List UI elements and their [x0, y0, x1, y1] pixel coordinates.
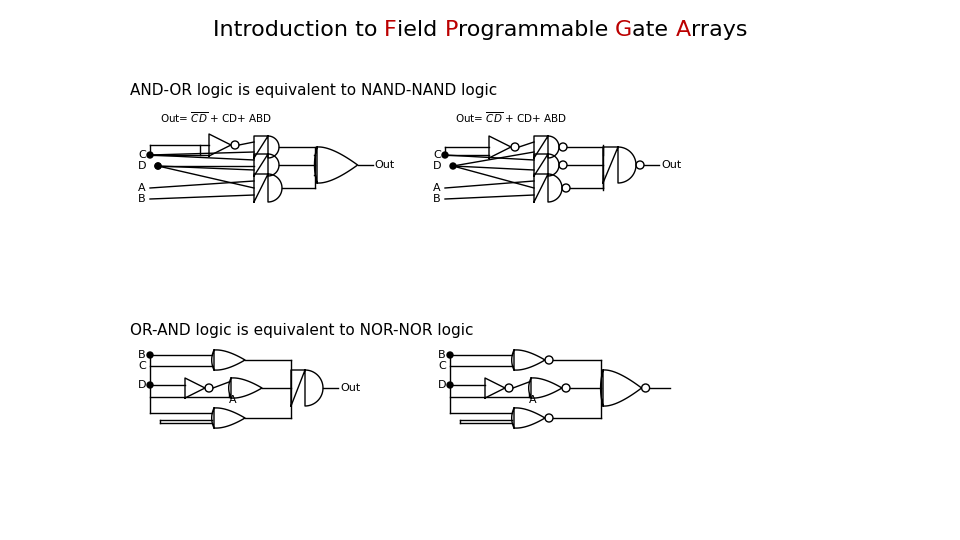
Circle shape [147, 152, 153, 158]
Text: G: G [615, 20, 633, 40]
Text: Out: Out [340, 383, 360, 393]
Text: D: D [138, 161, 147, 171]
Text: C: C [433, 150, 441, 160]
Circle shape [155, 163, 161, 169]
Text: Out: Out [661, 160, 682, 170]
Text: Introduction to: Introduction to [213, 20, 384, 40]
Text: A: A [138, 183, 146, 193]
Circle shape [147, 382, 153, 388]
Text: C: C [438, 361, 445, 371]
Text: F: F [384, 20, 397, 40]
Text: rrays: rrays [691, 20, 747, 40]
Text: D: D [438, 380, 446, 390]
Circle shape [447, 352, 453, 358]
Text: B: B [138, 350, 146, 360]
Text: A: A [433, 183, 441, 193]
Text: C: C [138, 361, 146, 371]
Text: Out: Out [374, 160, 395, 170]
Text: rogrammable: rogrammable [458, 20, 615, 40]
Text: Out= $\overline{CD}$ + CD+ ABD: Out= $\overline{CD}$ + CD+ ABD [455, 111, 567, 125]
Circle shape [155, 163, 161, 169]
Text: A: A [229, 395, 236, 405]
Text: AND-OR logic is equivalent to NAND-NAND logic: AND-OR logic is equivalent to NAND-NAND … [130, 83, 497, 98]
Text: B: B [433, 194, 441, 204]
Text: A: A [529, 395, 537, 405]
Circle shape [447, 382, 453, 388]
Text: C: C [138, 150, 146, 160]
Text: B: B [438, 350, 445, 360]
Circle shape [147, 352, 153, 358]
Text: D: D [138, 380, 147, 390]
Text: ate: ate [633, 20, 676, 40]
Text: Out= $\overline{CD}$ + CD+ ABD: Out= $\overline{CD}$ + CD+ ABD [160, 111, 272, 125]
Circle shape [450, 163, 456, 169]
Text: D: D [433, 161, 442, 171]
Text: ield: ield [397, 20, 444, 40]
Text: OR-AND logic is equivalent to NOR-NOR logic: OR-AND logic is equivalent to NOR-NOR lo… [130, 322, 473, 338]
Text: P: P [444, 20, 458, 40]
Circle shape [442, 152, 448, 158]
Text: A: A [676, 20, 691, 40]
Text: B: B [138, 194, 146, 204]
